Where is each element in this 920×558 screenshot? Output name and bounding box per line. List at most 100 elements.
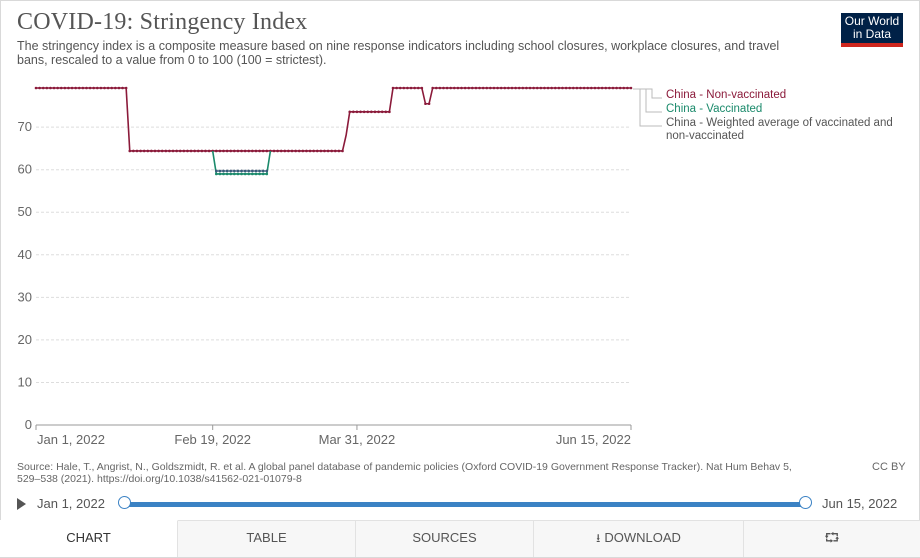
series-0-point — [276, 149, 279, 153]
series-0-point — [272, 149, 276, 153]
series-0-point — [67, 86, 70, 90]
series-0-point — [283, 149, 287, 153]
series-0-point — [153, 149, 157, 153]
series-0-point — [398, 86, 402, 90]
legend-connector-3 — [633, 88, 662, 127]
timeline-track[interactable] — [124, 502, 806, 507]
series-0-point — [521, 86, 525, 90]
x-tick-label-3: Jun 15, 2022 — [556, 432, 631, 447]
series-0-point — [600, 86, 604, 90]
series-0-point — [467, 86, 471, 90]
tab-chart[interactable]: CHART — [0, 520, 178, 557]
series-1-point — [240, 172, 243, 176]
series-0-point — [150, 149, 153, 153]
y-tick-label-0: 0 — [25, 417, 32, 432]
series-0-point — [290, 149, 294, 153]
series-0-point — [41, 86, 45, 90]
series-0-point — [510, 86, 514, 90]
series-0-point — [225, 149, 229, 153]
owid-logo[interactable]: Our World in Data — [841, 13, 903, 47]
series-1-point — [251, 172, 254, 176]
source-line-2[interactable]: 529–538 (2021). https://doi.org/10.1038/… — [17, 473, 302, 485]
tab-bar: CHART TABLE SOURCES ⭳ DOWNLOAD ⮔ — [0, 520, 920, 557]
series-0-point — [568, 86, 571, 90]
play-icon[interactable] — [17, 498, 26, 510]
series-0-point — [301, 149, 305, 153]
series-0-point — [88, 86, 92, 90]
series-0-point — [572, 86, 575, 90]
series-0-point — [207, 149, 211, 153]
series-0-point — [550, 86, 553, 90]
series-0-point — [315, 149, 319, 153]
series-0-point — [240, 149, 243, 153]
series-0-point — [243, 149, 247, 153]
series-0-point — [420, 86, 424, 90]
chart-title: COVID-19: Stringency Index — [17, 9, 308, 35]
series-0-point — [103, 86, 106, 90]
series-0-point — [517, 86, 521, 90]
series-1-point — [229, 172, 233, 176]
series-0-point — [629, 86, 633, 90]
series-0-point — [114, 86, 117, 90]
tab-sources[interactable]: SOURCES — [356, 521, 534, 557]
tab-download[interactable]: ⭳ DOWNLOAD — [534, 521, 744, 557]
timeline-end-handle[interactable] — [799, 496, 812, 509]
series-0-point — [564, 86, 568, 90]
series-0-point — [402, 86, 406, 90]
series-0-point — [312, 149, 315, 153]
series-0-point — [265, 149, 269, 153]
x-tick-label-1: Feb 19, 2022 — [174, 432, 251, 447]
timeline: Jan 1, 2022 Jun 15, 2022 — [0, 492, 920, 516]
legend: China - Non-vaccinated China - Vaccinated… — [633, 88, 893, 142]
series-0-point — [539, 86, 543, 90]
legend-connector-2 — [633, 88, 662, 113]
series-0-point — [474, 86, 478, 90]
series-0-point — [575, 86, 579, 90]
series-0-point — [186, 149, 189, 153]
axes: 0 10 20 30 40 50 60 70 Jan 1, 2022 Feb 19, 2022 Ma… — [18, 119, 632, 447]
series-0-point — [557, 86, 561, 90]
y-tick-label-10: 10 — [18, 374, 32, 389]
series-1-point — [233, 172, 236, 176]
series-0-point — [597, 86, 600, 90]
series-0-point — [294, 149, 297, 153]
series-0-point — [96, 86, 99, 90]
series-0-point — [70, 86, 74, 90]
series-0-point — [254, 149, 258, 153]
series-0-point — [330, 149, 333, 153]
series-1-point — [247, 172, 251, 176]
series-2-point — [240, 169, 243, 173]
series-0-point — [424, 102, 427, 106]
series-0-point — [164, 149, 168, 153]
series-0-point — [431, 86, 434, 90]
series-2-point — [218, 169, 222, 173]
license-label[interactable]: CC BY — [872, 461, 906, 473]
tab-share[interactable]: ⮔ — [744, 521, 920, 557]
series-0-point — [287, 149, 290, 153]
series-0-point — [388, 110, 391, 114]
series-0-point — [380, 110, 384, 114]
series-0-point — [611, 86, 615, 90]
y-tick-label-60: 60 — [18, 162, 32, 177]
series-0-point — [499, 86, 503, 90]
series-2-point — [222, 169, 225, 173]
y-tick-label-50: 50 — [18, 204, 32, 219]
series-0-point — [247, 149, 251, 153]
series-0-point — [453, 86, 456, 90]
series-0-point — [139, 149, 142, 153]
tab-table[interactable]: TABLE — [178, 521, 356, 557]
legend-label-2: China - Weighted average of vaccinated a… — [666, 117, 893, 129]
series-0-point — [561, 86, 564, 90]
series-0-point — [45, 86, 49, 90]
series-1-point — [258, 172, 261, 176]
series-0-point — [352, 110, 355, 114]
series-0-point — [229, 149, 233, 153]
series-0-point — [319, 149, 323, 153]
series-0-point — [478, 86, 481, 90]
timeline-start-handle[interactable] — [118, 496, 131, 509]
series-0-point — [308, 149, 312, 153]
series-0-point — [622, 86, 626, 90]
series-0-point — [204, 149, 207, 153]
series-0-point — [496, 86, 499, 90]
series-1-point — [222, 172, 225, 176]
